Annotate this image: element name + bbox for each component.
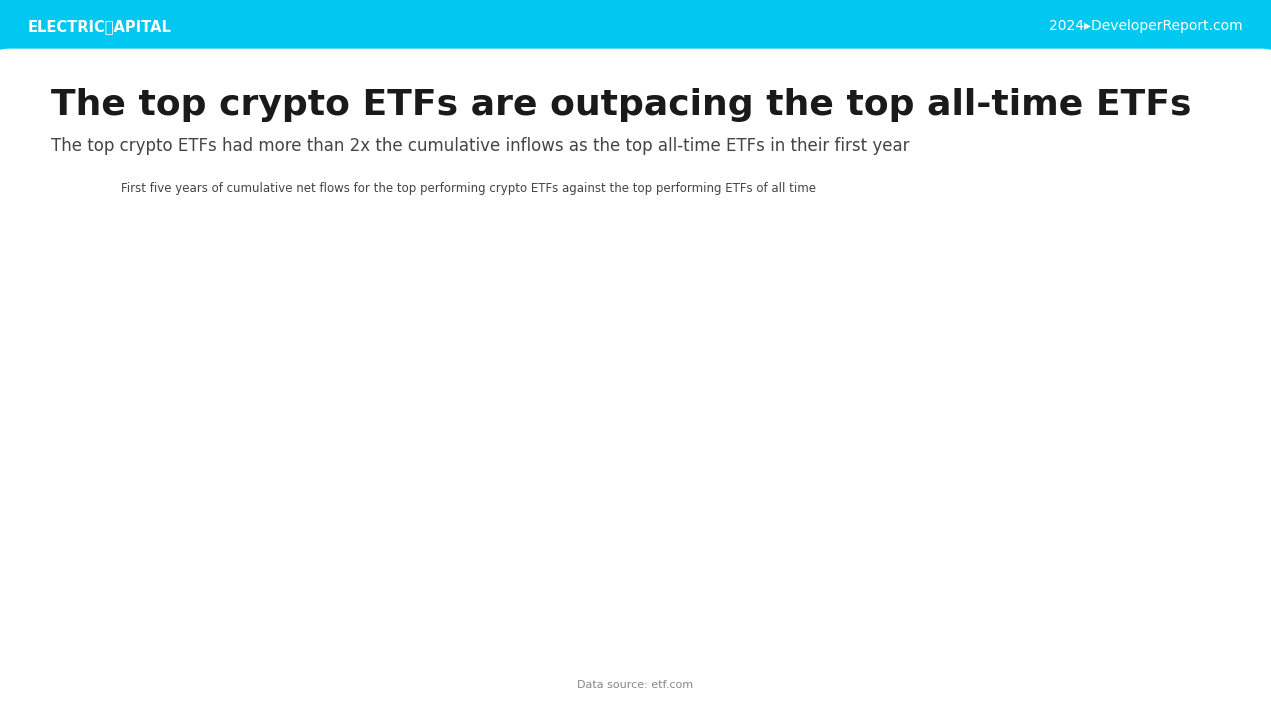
Text: BKLN: BKLN (919, 467, 951, 480)
FancyBboxPatch shape (344, 468, 478, 536)
Text: JPST: JPST (919, 348, 944, 361)
Text: FBTC: FBTC (228, 227, 257, 240)
Text: Day 330: Day 330 (332, 219, 384, 232)
Text: XLC: XLC (919, 399, 942, 412)
Text: The top crypto ETFs are outpacing the top all-time ETFs: The top crypto ETFs are outpacing the to… (51, 88, 1191, 122)
Text: BRRR: BRRR (228, 320, 261, 332)
Text: EZBC: EZBC (228, 335, 259, 348)
FancyBboxPatch shape (913, 297, 985, 483)
Text: JEPI: JEPI (919, 314, 941, 327)
Text: First five years of cumulative net flows for the top performing crypto ETFs agai: First five years of cumulative net flows… (121, 182, 816, 195)
Text: ETHA: ETHA (228, 274, 259, 287)
Text: The top crypto ETFs had more than 2x the cumulative inflows as the top all-time : The top crypto ETFs had more than 2x the… (51, 137, 909, 155)
Text: BTCO: BTCO (228, 350, 259, 364)
Text: BITB: BITB (228, 258, 254, 271)
Legend: Top 10 crypto ETFs, Top 10 all-time: Top 10 crypto ETFs, Top 10 all-time (1084, 204, 1233, 248)
FancyBboxPatch shape (221, 200, 295, 355)
Text: ELECTRIC⛼APITAL: ELECTRIC⛼APITAL (530, 405, 827, 433)
Text: FETH: FETH (228, 305, 258, 317)
Polygon shape (249, 352, 262, 554)
Text: IBIT: IBIT (228, 212, 249, 225)
Text: $52B: $52B (350, 478, 413, 498)
Text: HODL: HODL (228, 289, 262, 302)
FancyBboxPatch shape (222, 347, 294, 351)
Text: cumulative: cumulative (381, 545, 451, 558)
Text: Data source: etf.com: Data source: etf.com (577, 680, 694, 690)
Text: BBJP: BBJP (919, 433, 946, 446)
Text: ARKB: ARKB (228, 243, 259, 256)
Text: ELECTRIC⛼APITAL: ELECTRIC⛼APITAL (28, 19, 172, 34)
Text: IEMG: IEMG (919, 382, 949, 395)
Text: BBEU: BBEU (919, 416, 952, 429)
Text: VOO: VOO (919, 365, 946, 378)
Text: net flows: net flows (381, 504, 438, 517)
Text: $25B: $25B (350, 541, 413, 561)
X-axis label: Days since inception: Days since inception (606, 669, 751, 683)
Polygon shape (943, 300, 955, 322)
Text: 2024▸DeveloperReport.com: 2024▸DeveloperReport.com (1050, 19, 1243, 34)
Text: net flows: net flows (381, 568, 438, 581)
FancyBboxPatch shape (344, 531, 478, 599)
Y-axis label: Cumulative Net Flows: Cumulative Net Flows (37, 351, 50, 487)
Text: cumulative: cumulative (381, 482, 451, 495)
Text: GLD: GLD (919, 331, 944, 344)
Text: TBT: TBT (919, 450, 942, 463)
FancyBboxPatch shape (915, 297, 982, 305)
